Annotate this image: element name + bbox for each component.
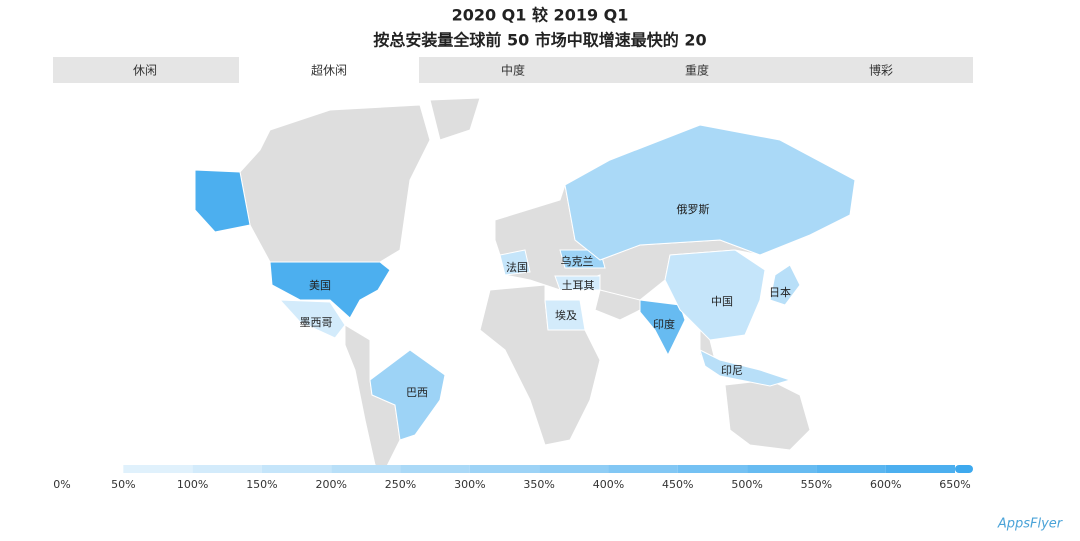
subtitle: 按总安装量全球前 50 市场中取增速最快的 20 [373, 31, 706, 50]
tab[interactable]: 重度 [685, 63, 709, 78]
title: 2020 Q1 较 2019 Q1 [452, 6, 629, 25]
legend-swatch [539, 465, 609, 473]
country[interactable] [699, 349, 792, 387]
country-label: 印度 [653, 317, 675, 331]
tab[interactable]: 超休闲 [311, 63, 347, 78]
legend-tick-label: 150% [246, 478, 277, 491]
legend-tick-label: 650% [939, 478, 970, 491]
country[interactable] [564, 124, 856, 261]
legend-swatch [331, 465, 401, 473]
country-label: 法国 [506, 260, 528, 274]
legend-tick-label: 250% [385, 478, 416, 491]
legend-tick-label: 400% [593, 478, 624, 491]
legend-tick-label: 300% [454, 478, 485, 491]
legend-tick-label: 550% [801, 478, 832, 491]
legend-swatch [192, 465, 262, 473]
legend-swatch [123, 465, 193, 473]
active-tab[interactable] [239, 57, 419, 83]
legend-swatch [400, 465, 470, 473]
legend-tick-label: 0% [53, 478, 70, 491]
legend-swatch [677, 465, 748, 473]
legend-swatch [469, 465, 540, 473]
tab[interactable]: 中度 [501, 63, 525, 78]
country[interactable] [369, 349, 446, 441]
legend-swatch [608, 465, 678, 473]
legend-swatch [261, 465, 332, 473]
legend-tick-label: 200% [316, 478, 347, 491]
legend-tick-label: 450% [662, 478, 693, 491]
legend-tick-label: 500% [731, 478, 762, 491]
legend-tick-label: 100% [177, 478, 208, 491]
country-label: 印尼 [721, 364, 743, 377]
tab-bar [53, 57, 973, 83]
country[interactable] [544, 299, 586, 331]
country-label: 埃及 [555, 308, 577, 322]
country[interactable] [499, 249, 531, 276]
legend-tick-label: 600% [870, 478, 901, 491]
tab[interactable]: 休闲 [133, 64, 157, 78]
legend-swatch [885, 465, 955, 473]
country[interactable] [769, 264, 801, 306]
country[interactable] [664, 249, 766, 341]
legend-swatch [747, 465, 817, 473]
country-label: 墨西哥 [300, 316, 333, 329]
country[interactable] [278, 299, 346, 339]
country-label: 乌克兰 [561, 254, 594, 268]
legend-swatch [955, 465, 973, 473]
country-label: 日本 [769, 285, 791, 299]
country-label: 美国 [309, 279, 331, 292]
country-label: 中国 [711, 295, 733, 308]
country-label: 土耳其 [562, 279, 595, 292]
country[interactable] [194, 169, 391, 319]
tab[interactable]: 博彩 [869, 63, 893, 78]
logo: AppsFlyer [997, 517, 1064, 532]
country[interactable] [554, 275, 601, 291]
legend-swatch [816, 465, 886, 473]
country-label: 巴西 [406, 386, 428, 399]
legend-tick-label: 350% [523, 478, 554, 491]
country-label: 俄罗斯 [677, 203, 710, 216]
legend-tick-label: 50% [111, 478, 135, 491]
